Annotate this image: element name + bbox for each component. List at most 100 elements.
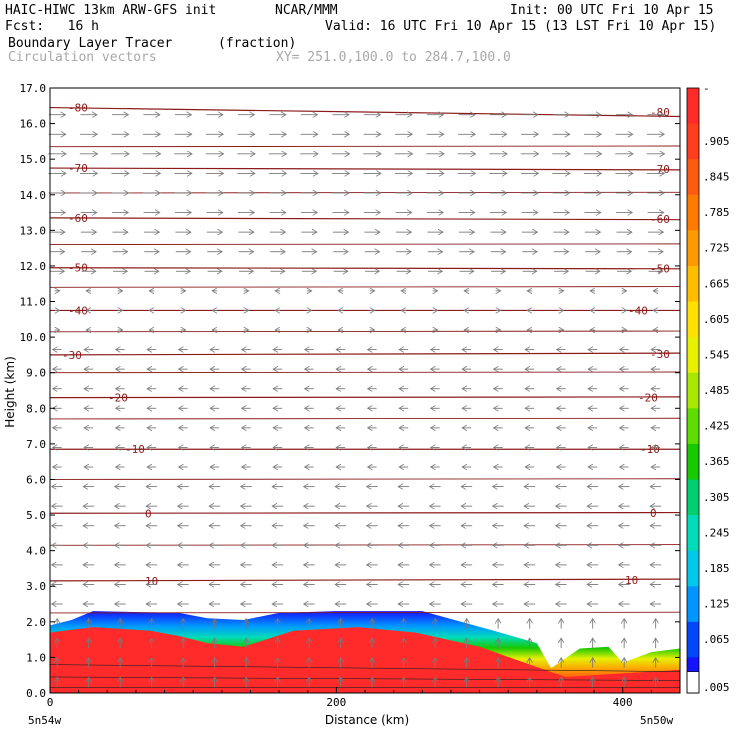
colorbar-label: .665 — [703, 277, 730, 290]
valid-time: Valid: 16 UTC Fri 10 Apr 15 (13 LST Fri … — [325, 19, 717, 34]
colorbar-swatch — [687, 230, 699, 267]
x-tick-label: 0 — [47, 696, 54, 709]
contour-label: 0 — [145, 507, 152, 520]
contour-label: -10 — [640, 443, 660, 456]
y-tick-label: 2.0 — [26, 616, 46, 629]
colorbar-swatch — [687, 265, 699, 303]
y-tick-label: 4.0 — [26, 545, 46, 558]
colorbar-swatch — [687, 123, 699, 160]
y-tick-label: 5.0 — [26, 509, 46, 522]
temperature-contour — [49, 578, 681, 582]
y-tick-label: 15.0 — [20, 153, 47, 166]
temperature-contour-minor — [49, 243, 681, 246]
colorbar-swatch — [687, 443, 699, 480]
y-tick-label: 13.0 — [20, 224, 47, 237]
temperature-contour — [49, 106, 681, 118]
y-tick-label: 11.0 — [20, 296, 47, 309]
temperature-contour — [49, 267, 681, 270]
colorbar-swatch — [687, 408, 699, 445]
colorbar-swatch — [687, 88, 699, 125]
contour-label: -50 — [68, 262, 88, 275]
colorbar-swatch — [687, 372, 699, 409]
colorbar-label: .065 — [703, 633, 730, 646]
colorbar-swatch — [687, 194, 699, 231]
boundary-layer-core — [50, 627, 680, 693]
x-left-endpoint: 5n54w — [28, 714, 61, 727]
colorbar: - .905 .845 .785 .725 .665 .605 .545 .485 .425 .36… — [686, 82, 730, 694]
contour-label: 0 — [650, 507, 657, 520]
colorbar-swatch — [686, 671, 700, 694]
contour-label: -30 — [62, 349, 82, 362]
colorbar-label: .545 — [703, 348, 730, 361]
temperature-contour — [49, 352, 681, 356]
y-tick-label: 8.0 — [26, 402, 46, 415]
y-axis-label: Height (km) — [3, 356, 17, 427]
y-tick-label: 7.0 — [26, 438, 46, 451]
bl-contour-line — [49, 676, 681, 681]
y-tick-label: 1.0 — [26, 651, 46, 664]
contour-label: -50 — [650, 262, 670, 275]
cross-section-endpoints: XY= 251.0,100.0 to 284.7,100.0 — [276, 50, 511, 65]
field-units: (fraction) — [218, 36, 297, 51]
colorbar-swatch — [687, 550, 699, 587]
contour-label: -10 — [125, 443, 145, 456]
y-tick-label: 9.0 — [26, 367, 46, 380]
colorbar-label: .725 — [703, 242, 730, 255]
bl-contour-line — [49, 664, 681, 672]
colorbar-label: .365 — [703, 455, 730, 468]
colorbar-label: .305 — [703, 491, 730, 504]
x-tick-label: 200 — [326, 696, 346, 709]
contour-label: -60 — [68, 212, 88, 225]
temperature-contour-minor — [49, 417, 681, 420]
y-tick-label: 10.0 — [20, 331, 47, 344]
colorbar-swatch — [687, 586, 699, 623]
colorbar-label: - — [703, 82, 710, 95]
contour-label: -20 — [638, 391, 658, 404]
x-tick-label: 400 — [613, 696, 633, 709]
plot-area: -80 -80-70 -70-60 -60-50 -50-40 -40-30 -30-20-… — [48, 87, 681, 694]
colorbar-frame — [686, 87, 700, 694]
temperature-contour-minor — [49, 478, 681, 480]
temperature-contour — [49, 217, 681, 221]
contour-label: -70 — [650, 163, 670, 176]
temperature-contour-minor — [49, 371, 681, 374]
circulation-vectors — [48, 115, 664, 688]
temperature-contour-minor — [49, 611, 681, 614]
colorbar-swatch — [687, 515, 699, 552]
colorbar-label: .605 — [703, 313, 730, 326]
model-title: HAIC-HIWC 13km ARW-GFS init — [5, 3, 217, 18]
contour-label: -20 — [108, 392, 128, 405]
colorbar-label: .785 — [703, 206, 730, 219]
colorbar-swatch — [687, 301, 699, 338]
vector-field-name: Circulation vectors — [8, 50, 157, 65]
x-right-endpoint: 5n50w — [640, 714, 673, 727]
temperature-contour-minor — [49, 286, 681, 288]
init-time: Init: 00 UTC Fri 10 Apr 15 — [510, 3, 714, 18]
colorbar-label: .185 — [703, 562, 730, 575]
colorbar-label: .845 — [703, 171, 730, 184]
colorbar-swatch — [687, 159, 699, 196]
temperature-contour — [49, 396, 681, 399]
forecast-hour: Fcst: 16 h — [5, 19, 99, 34]
plot-frame — [49, 87, 681, 694]
contour-label: 10 — [145, 575, 158, 588]
y-tick-label: 0.0 — [26, 687, 46, 700]
colorbar-swatch — [687, 479, 699, 516]
colorbar-swatch — [687, 621, 699, 658]
colorbar-label: .245 — [703, 526, 730, 539]
y-tick-label: 14.0 — [20, 189, 47, 202]
y-tick-label: 16.0 — [20, 118, 47, 131]
contour-label: -70 — [68, 162, 88, 175]
contour-label: -80 — [68, 102, 88, 115]
y-tick-label: 6.0 — [26, 473, 46, 486]
temperature-contour — [49, 511, 681, 514]
y-tick-label: 12.0 — [20, 260, 47, 273]
temperature-contour-minor — [49, 145, 681, 148]
colorbar-label: .485 — [703, 384, 730, 397]
colorbar-label: .905 — [703, 135, 730, 148]
colorbar-label: .425 — [703, 420, 730, 433]
contour-label: -80 — [650, 106, 670, 119]
field-name: Boundary Layer Tracer — [8, 36, 173, 51]
y-tick-label: 3.0 — [26, 580, 46, 593]
